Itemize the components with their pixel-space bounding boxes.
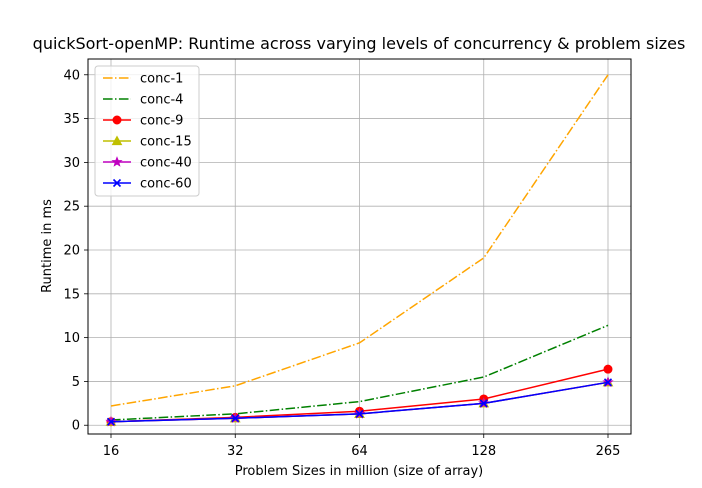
legend-item: conc-4 (103, 93, 183, 108)
y-tick-label: 40 (63, 68, 80, 83)
series-line (110, 324, 609, 421)
legend-item: conc-15 (103, 135, 192, 150)
x-axis-label: Problem Sizes in million (size of array) (235, 464, 484, 479)
x-tick-label: 265 (596, 444, 621, 459)
x-tick-label: 32 (227, 444, 244, 459)
data-point (111, 135, 123, 146)
y-tick-label: 5 (72, 375, 80, 390)
legend-item: conc-60 (103, 177, 192, 192)
data-point (111, 156, 123, 167)
legend-label: conc-15 (140, 135, 192, 150)
legend: conc-1 conc-4 conc-9 conc-15 conc-40 conc-60 (94, 65, 200, 197)
data-point (479, 399, 488, 408)
legend-label: conc-4 (140, 93, 183, 108)
data-point (112, 115, 122, 125)
legend-item: conc-40 (103, 156, 192, 171)
y-tick-label: 30 (63, 156, 80, 171)
y-tick-label: 35 (63, 112, 80, 127)
y-tick-label: 20 (63, 244, 80, 259)
y-tick-label: 25 (63, 200, 80, 215)
legend-label: conc-9 (140, 114, 183, 129)
legend-label: conc-1 (140, 72, 183, 87)
x-tick-label: 16 (103, 444, 120, 459)
series-conc-1 (110, 74, 609, 407)
y-tick-label: 10 (63, 331, 80, 346)
x-tick-label: 128 (471, 444, 496, 459)
y-axis-label: Runtime in ms (40, 199, 55, 293)
data-point (231, 414, 240, 423)
legend-item: conc-1 (103, 72, 183, 87)
data-point (603, 364, 613, 374)
y-tick-label: 15 (63, 287, 80, 302)
data-point (355, 409, 364, 418)
data-point (603, 378, 613, 387)
x-tick-label: 64 (351, 444, 368, 459)
legend-label: conc-60 (140, 177, 192, 192)
y-tick-label: 0 (72, 419, 80, 434)
series-line (110, 74, 609, 407)
data-point (112, 178, 122, 188)
y-axis: 0 5 10 15 20 25 30 35 40 (63, 68, 88, 434)
legend-label: conc-40 (140, 156, 192, 171)
chart-title: quickSort-openMP: Runtime across varying… (33, 34, 686, 53)
series-conc-60 (106, 378, 613, 426)
x-axis: 16 32 64 128 265 (103, 434, 621, 459)
legend-item: conc-9 (103, 114, 183, 129)
series-conc-4 (110, 324, 609, 421)
data-point (106, 417, 116, 426)
series-layer (105, 74, 614, 427)
